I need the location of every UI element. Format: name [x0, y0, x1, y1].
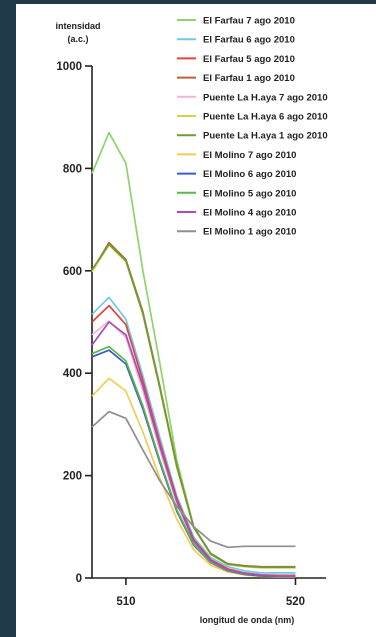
legend-label: El Molino 1 ago 2010: [203, 227, 296, 238]
legend-label: El Molino 5 ago 2010: [203, 188, 296, 199]
legend-label: Puente La H.aya 6 ago 2010: [203, 112, 328, 123]
y-axis-label-line1: intensidad: [55, 21, 100, 31]
series-line-8: [91, 377, 296, 578]
series-line-7: [91, 243, 296, 569]
series-line-2: [91, 296, 296, 574]
legend-label: Puente La H.aya 1 ago 2010: [203, 131, 328, 142]
y-tick-label: 600: [63, 266, 82, 278]
x-tick-label: 510: [116, 596, 135, 608]
chart-series-lines: [91, 131, 296, 578]
legend-label: El Farfau 5 ago 2010: [203, 54, 295, 65]
y-tick-label: 1000: [56, 61, 82, 73]
legend-label: El Farfau 7 ago 2010: [203, 16, 295, 27]
y-axis-label-line2: (a.c.): [67, 34, 88, 44]
series-line-12: [91, 410, 296, 549]
legend-label: El Molino 6 ago 2010: [203, 169, 296, 180]
legend-label: El Molino 7 ago 2010: [203, 150, 296, 161]
x-tick-label: 520: [286, 596, 305, 608]
series-line-6: [91, 244, 296, 569]
chart-axes: 0 200 400 600 800 1000 510 520: [56, 61, 326, 608]
legend-label: El Molino 4 ago 2010: [203, 208, 296, 219]
y-tick-label: 400: [63, 368, 82, 380]
x-axis-label: longitud de onda (nm): [200, 615, 294, 625]
chart-legend: El Farfau 7 ago 2010 El Farfau 6 ago 2010…: [177, 16, 328, 238]
series-line-11: [91, 321, 296, 577]
y-tick-label: 800: [63, 163, 82, 175]
legend-label: El Farfau 1 ago 2010: [203, 73, 295, 84]
legend-label: El Farfau 6 ago 2010: [203, 35, 295, 46]
y-tick-label: 200: [63, 471, 82, 483]
legend-label: Puente La H.aya 7 ago 2010: [203, 92, 328, 103]
series-line-4: [91, 241, 296, 568]
y-tick-label: 0: [76, 573, 82, 585]
